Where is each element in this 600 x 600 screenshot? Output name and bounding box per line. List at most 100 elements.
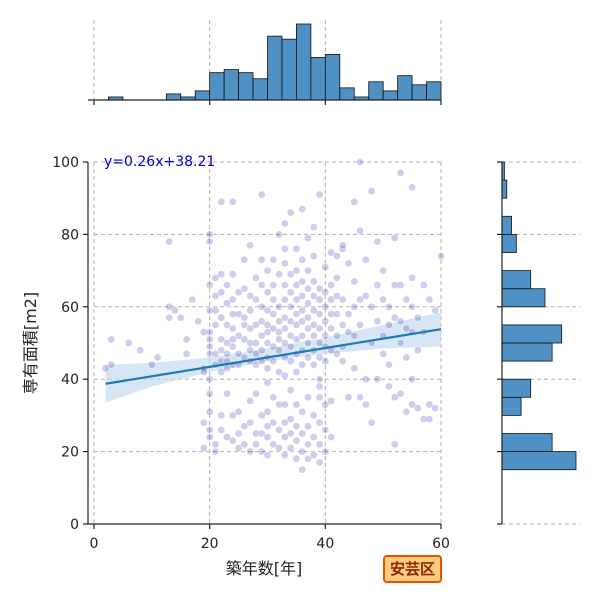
data-point <box>211 321 220 329</box>
data-point <box>408 302 416 311</box>
data-point <box>252 389 260 398</box>
data-point <box>344 310 353 318</box>
data-point <box>292 368 301 376</box>
data-point <box>321 302 330 311</box>
data-point <box>315 324 324 333</box>
data-point <box>356 295 364 304</box>
top-hist-bar <box>382 90 399 101</box>
y-tick-label: 20 <box>61 445 79 461</box>
data-point <box>327 310 335 318</box>
data-point <box>281 313 289 322</box>
data-point <box>437 252 445 260</box>
data-point <box>275 317 283 326</box>
data-point <box>304 313 312 322</box>
tick-labels: 0 20 40 60 0 20 40 60 80 100 <box>52 155 450 552</box>
data-point <box>304 324 312 333</box>
data-point <box>315 382 324 391</box>
data-point <box>373 237 382 246</box>
data-point <box>350 331 359 340</box>
data-point <box>257 331 266 340</box>
data-point <box>147 360 156 369</box>
data-point <box>321 317 330 326</box>
data-point <box>240 321 249 329</box>
axes <box>83 161 442 529</box>
data-point <box>425 415 434 423</box>
data-point <box>304 454 312 463</box>
data-point <box>414 346 422 355</box>
data-point <box>309 306 318 315</box>
regression-line <box>105 328 442 385</box>
data-point <box>234 310 243 318</box>
data-point <box>350 277 359 286</box>
right-hist-bar <box>501 451 577 471</box>
data-point <box>275 426 283 434</box>
data-point <box>414 313 422 322</box>
data-point <box>356 226 364 235</box>
data-point <box>228 436 237 445</box>
data-point <box>333 310 341 318</box>
data-point <box>257 281 266 289</box>
data-point <box>321 263 330 271</box>
data-point <box>402 407 411 416</box>
data-point <box>281 245 289 253</box>
data-point <box>234 429 243 438</box>
data-point <box>211 273 220 282</box>
x-tick-label: 40 <box>316 536 334 552</box>
data-point <box>286 429 295 438</box>
data-point <box>414 404 422 413</box>
data-point <box>350 197 359 206</box>
data-point <box>309 223 318 232</box>
top-hist-bar <box>223 69 239 101</box>
data-point <box>315 418 324 427</box>
data-point <box>275 444 283 452</box>
data-point <box>419 415 428 423</box>
data-point <box>234 407 243 416</box>
data-point <box>246 397 254 405</box>
data-point <box>182 335 191 344</box>
data-point <box>390 281 399 289</box>
y-axis-label: 専有面積[m2] <box>21 292 40 394</box>
data-point <box>246 346 254 355</box>
data-point <box>344 259 353 268</box>
data-point <box>367 302 376 311</box>
data-point <box>298 465 307 474</box>
data-point <box>165 302 174 311</box>
data-point <box>205 350 214 358</box>
data-point <box>379 295 388 304</box>
data-point <box>356 321 364 329</box>
data-point <box>333 292 341 300</box>
data-point <box>304 440 312 449</box>
data-point <box>327 324 335 333</box>
data-point <box>217 313 226 322</box>
data-point <box>309 321 318 329</box>
data-point <box>309 433 318 441</box>
data-point <box>234 288 243 297</box>
top-hist-bar <box>267 35 283 101</box>
data-point <box>396 281 405 289</box>
data-point <box>246 324 254 333</box>
data-point <box>176 313 185 322</box>
data-point <box>281 371 289 380</box>
data-point <box>292 400 301 409</box>
data-point <box>396 389 405 398</box>
data-point <box>315 458 324 467</box>
data-point <box>309 292 318 300</box>
data-point <box>281 418 289 427</box>
data-point <box>257 302 266 311</box>
data-point <box>292 335 301 344</box>
data-point <box>373 281 382 289</box>
data-point <box>246 292 254 300</box>
y-tick-label: 40 <box>61 372 79 388</box>
data-point <box>205 237 214 246</box>
data-point <box>246 447 254 456</box>
data-point <box>333 252 341 260</box>
data-point <box>350 302 359 311</box>
data-point <box>361 292 370 300</box>
data-point <box>228 324 237 333</box>
data-point <box>292 454 301 463</box>
data-point <box>292 281 301 289</box>
data-point <box>315 440 324 449</box>
data-point <box>269 281 278 289</box>
data-point <box>269 393 278 402</box>
data-point <box>309 277 318 286</box>
